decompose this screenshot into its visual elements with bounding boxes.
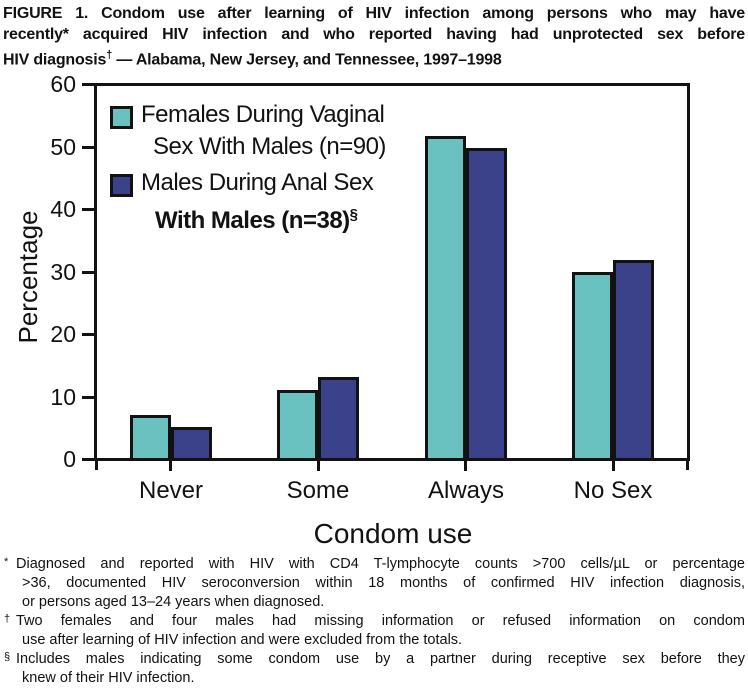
footnote-2-line-1: Two females and four males had missing i… [16, 613, 745, 629]
x-tick-label-some: Some [286, 477, 350, 504]
footnote-1-line-2: >36, documented HIV seroconversion withi… [22, 575, 745, 591]
legend-entry-1-line2: Sex With Males (n=90) [153, 133, 386, 160]
bar-females-some [277, 390, 318, 458]
legend-entry-1-text: Females During Vaginal Sex With Males (n=… [141, 99, 386, 163]
y-tick-label-30: 30 [50, 259, 76, 285]
y-tick-20 [82, 333, 95, 336]
dagger-superscript: † [106, 49, 113, 61]
legend-entry-1-line1: Females During Vaginal [141, 101, 385, 128]
bar-males-no-sex [613, 260, 654, 458]
footnote-3-line-2: knew of their HIV infection. [22, 670, 195, 686]
y-tick-label-40: 40 [50, 196, 76, 222]
y-tick-0 [82, 458, 95, 461]
legend-entry-1: Females During Vaginal Sex With Males (n=… [110, 99, 386, 163]
x-axis-corner-tick-right [686, 461, 689, 470]
footnote-1: * Diagnosed and reported with HIV with CD… [3, 555, 745, 612]
figure-title-line2: recently* acquired HIV infection and who… [3, 26, 745, 43]
legend-swatch-1 [110, 106, 133, 129]
bar-males-always [466, 148, 507, 458]
figure-title-line3-text: HIV diagnosis [3, 51, 107, 69]
x-tick-label-never: Never [138, 477, 204, 504]
y-tick-60 [82, 83, 95, 86]
footnote-2-line-2: use after learning of HIV infection and … [22, 632, 463, 648]
bar-females-no-sex [572, 272, 613, 458]
footnote-3-line-1: Includes males indicating some condom us… [16, 651, 745, 667]
y-tick-label-10: 10 [50, 384, 76, 410]
x-axis-corner-tick-left [95, 461, 98, 470]
bar-females-never [130, 415, 171, 458]
y-tick-label-20: 20 [50, 321, 76, 347]
footnote-2-marker: † [4, 613, 11, 625]
footnote-2: † Two females and four males had missing … [3, 612, 745, 650]
legend-entry-2-text: Males During Anal Sex With Males (n=38)§ [141, 167, 374, 237]
figure-title-line3: HIV diagnosis† — Alabama, New Jersey, an… [3, 45, 745, 70]
figure-title-line1: FIGURE 1. Condom use after learning of H… [3, 5, 745, 22]
y-tick-10 [82, 396, 95, 399]
x-tick-label-always: Always [427, 477, 505, 504]
x-axis-title: Condom use [313, 518, 473, 549]
footnote-3: § Includes males indicating some condom u… [3, 650, 745, 688]
bar-males-never [171, 427, 212, 458]
y-tick-label-0: 0 [63, 446, 76, 472]
legend: Females During Vaginal Sex With Males (n=… [110, 99, 386, 241]
footnote-1-line-1: Diagnosed and reported with HIV with CD4… [16, 556, 745, 572]
figure-title: FIGURE 1. Condom use after learning of H… [3, 3, 745, 70]
figure-title-line3-tail: — Alabama, New Jersey, and Tennessee, 19… [112, 51, 502, 69]
x-tick-never [169, 461, 172, 471]
footnote-1-line-3: or persons aged 13–24 years when diagnos… [22, 594, 325, 610]
x-tick-label-no-sex: No Sex [573, 477, 653, 504]
bar-females-always [425, 136, 466, 458]
y-tick-40 [82, 208, 95, 211]
x-tick-no-sex [612, 461, 615, 471]
y-tick-30 [82, 271, 95, 274]
legend-entry-2-line1: Males During Anal Sex [141, 169, 374, 196]
legend-entry-2: Males During Anal Sex With Males (n=38)§ [110, 167, 386, 237]
footnote-1-marker: * [4, 556, 9, 568]
legend-swatch-2 [110, 174, 133, 197]
plot-area: Females During Vaginal Sex With Males (n=… [94, 83, 690, 461]
bar-males-some [318, 377, 359, 458]
y-tick-50 [82, 146, 95, 149]
x-tick-some [317, 461, 320, 471]
footnotes: * Diagnosed and reported with HIV with CD… [3, 555, 745, 688]
footnote-3-marker: § [4, 651, 11, 663]
x-tick-always [464, 461, 467, 471]
y-tick-label-60: 60 [50, 71, 76, 97]
y-tick-label-50: 50 [50, 134, 76, 160]
legend-entry-2-line2: With Males (n=38)§ [155, 206, 358, 234]
section-sign-superscript: § [349, 206, 358, 223]
